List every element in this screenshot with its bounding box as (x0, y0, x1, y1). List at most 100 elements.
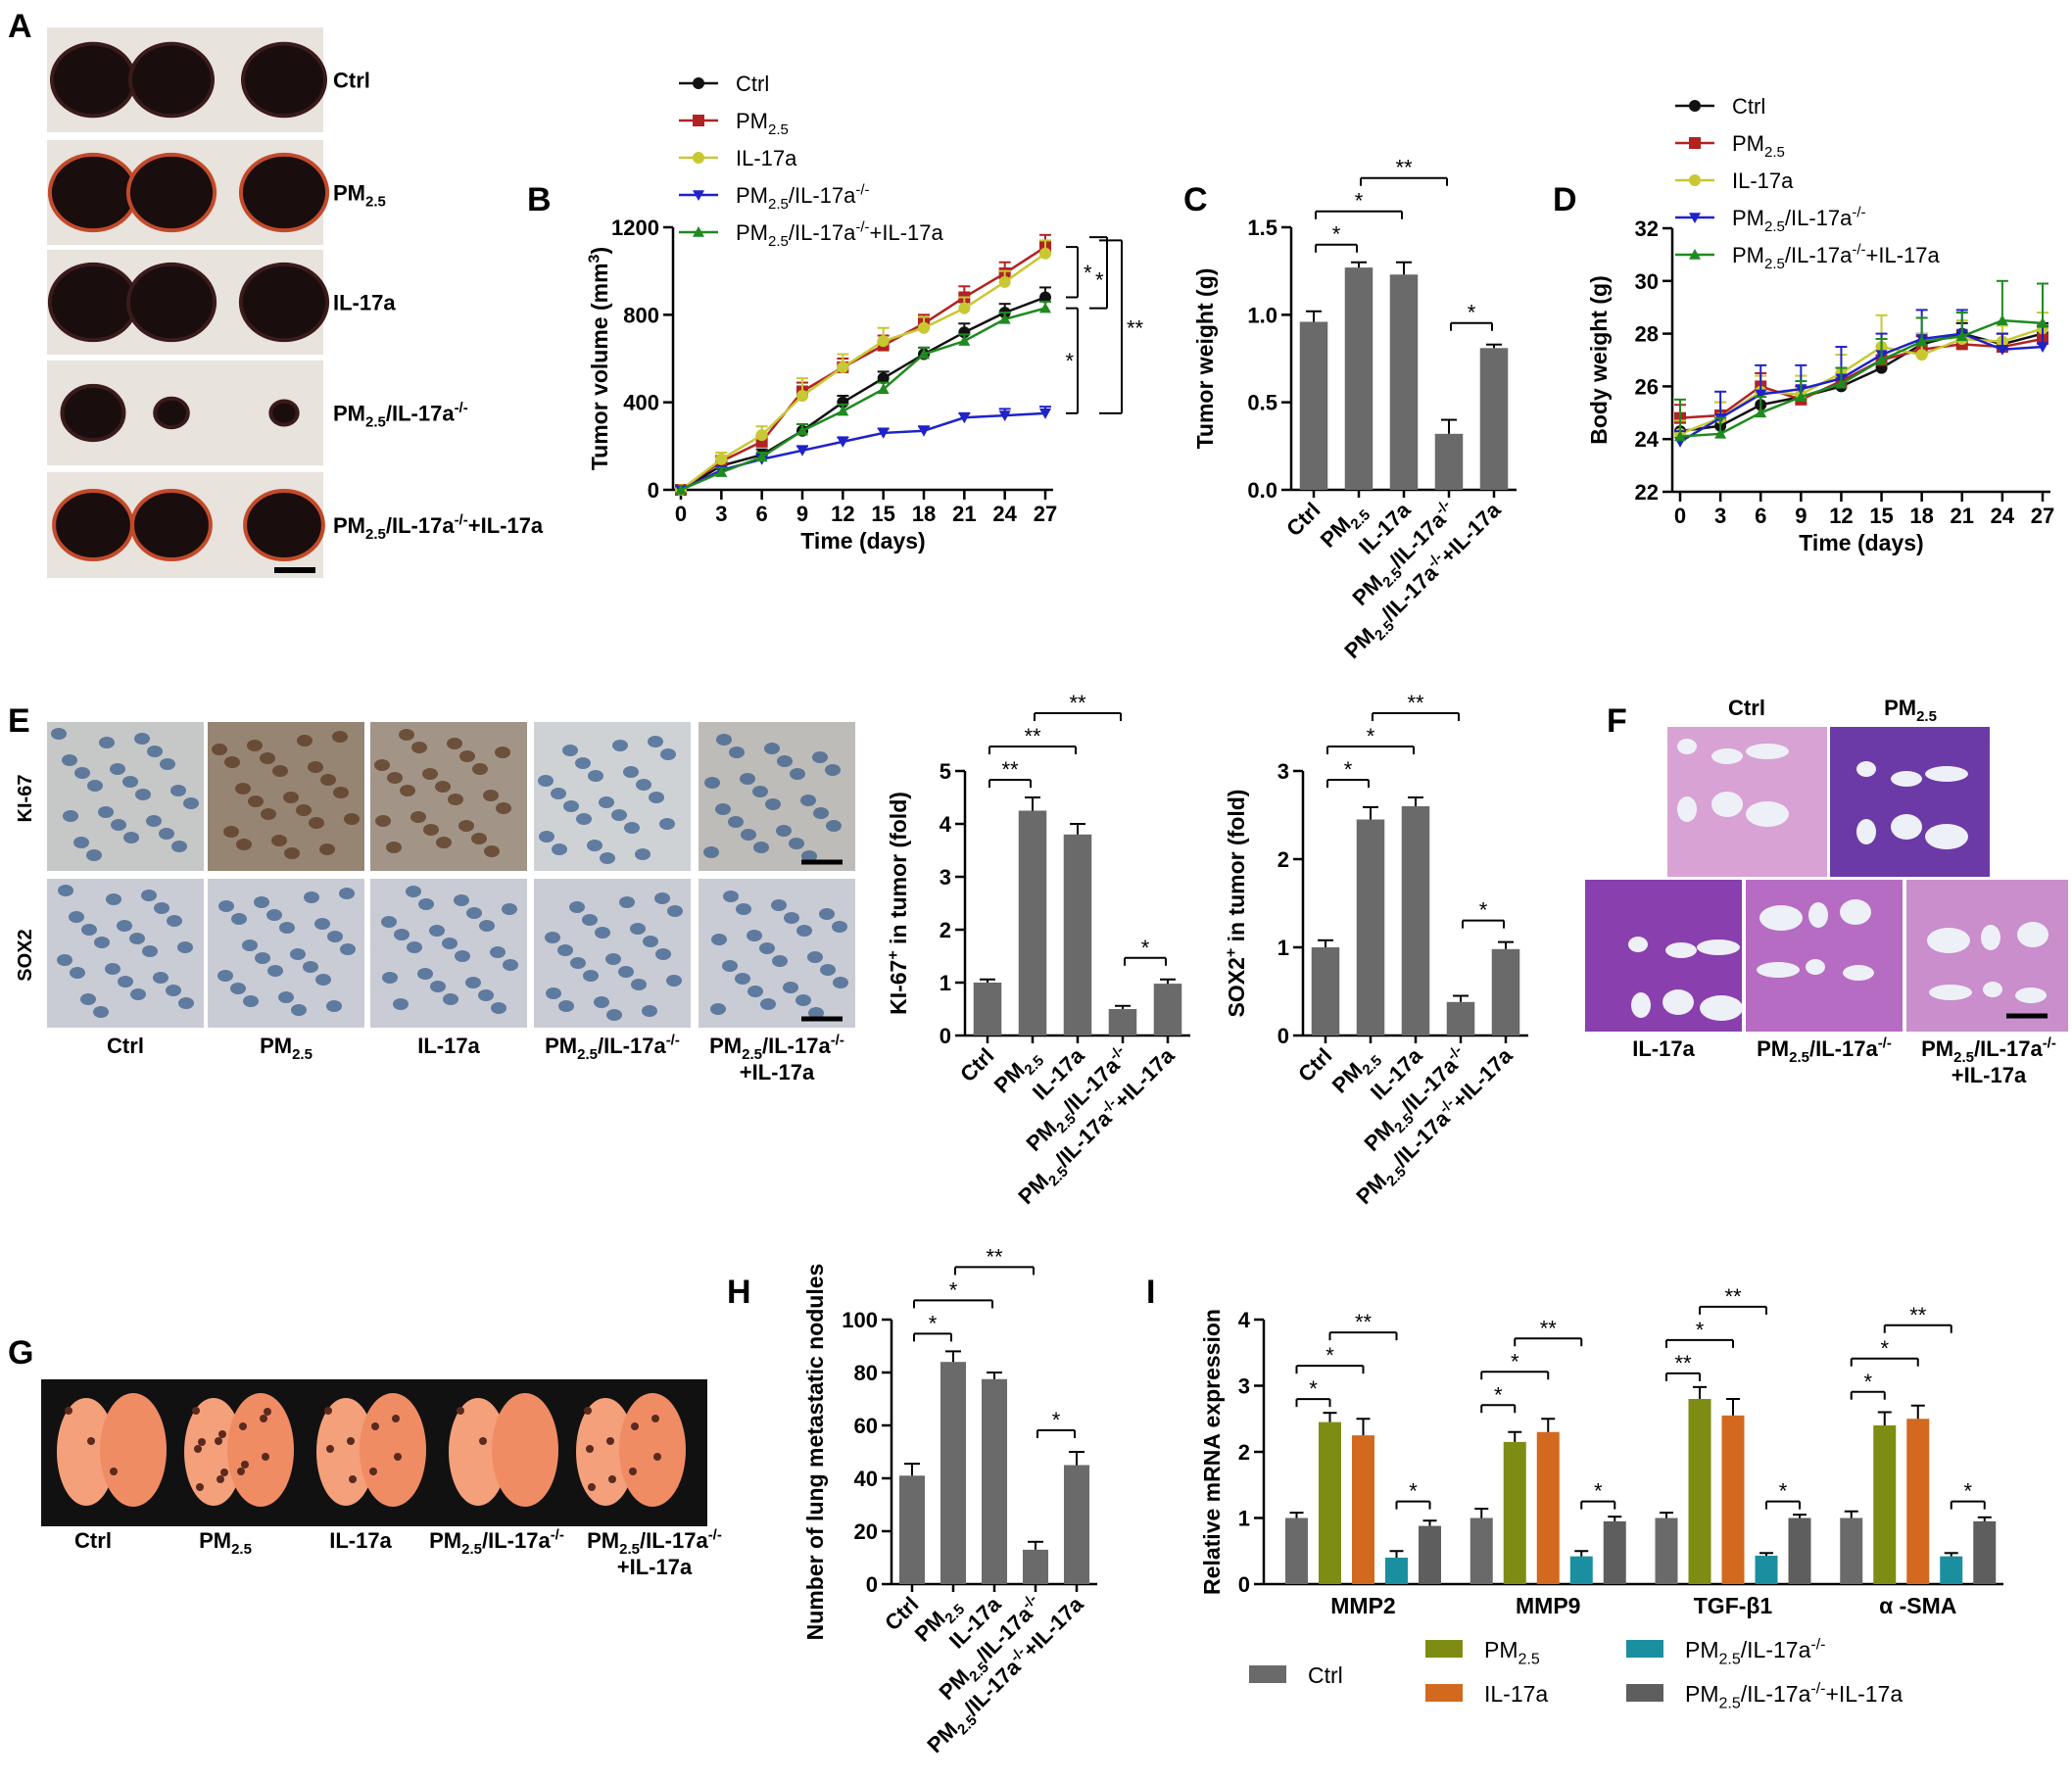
nodule (237, 1468, 245, 1475)
bar (1344, 267, 1373, 490)
cell-nucleus (795, 994, 811, 1006)
he-label: PM2.5/IL-17a-/- (1757, 1035, 1892, 1067)
label-part: -/- (1852, 205, 1865, 221)
label-part: /IL-17a (762, 1034, 831, 1058)
cell-nucleus (70, 967, 85, 979)
nodule (220, 1469, 228, 1476)
sig-label: * (949, 1277, 958, 1302)
label-part: /IL-17a (789, 183, 856, 208)
alveolus (1677, 739, 1697, 754)
label-part: + (1223, 948, 1239, 957)
y-tick-label: 0 (866, 1572, 878, 1597)
cell-nucleus (539, 831, 554, 843)
cell-nucleus (490, 946, 506, 958)
label-part: PM (333, 402, 365, 426)
marker (877, 383, 890, 395)
sig-label: ** (1127, 316, 1144, 341)
cell-nucleus (130, 988, 146, 1000)
cell-nucleus (800, 795, 816, 806)
bar (1356, 819, 1385, 1035)
label-part: /IL-17a (386, 402, 455, 426)
nodule (326, 1445, 334, 1453)
x-tick-label: 6 (756, 502, 768, 526)
label-part: SOX2 (1224, 957, 1249, 1017)
cell-nucleus (423, 824, 439, 836)
alveolus (1840, 899, 1871, 925)
alveolus (1700, 995, 1743, 1021)
cell-nucleus (594, 996, 609, 1008)
cell-nucleus (51, 728, 67, 740)
label-part: IL-17a (1732, 169, 1794, 193)
label-part: -/- (455, 512, 468, 529)
cell-nucleus (183, 797, 199, 809)
label-part: SOX2 (15, 929, 36, 981)
lung-lobe (360, 1393, 426, 1507)
series-1 (675, 233, 1051, 496)
marker (958, 302, 971, 314)
cell-nucleus (141, 890, 157, 901)
sig-label: * (1344, 757, 1353, 782)
label-part: PM (587, 1528, 619, 1553)
sig-label: * (929, 1311, 938, 1335)
cell-nucleus (723, 891, 739, 902)
label-part: Number of lung metastatic nodules (802, 1264, 828, 1641)
cell-nucleus (654, 892, 670, 904)
cell-nucleus (551, 788, 566, 799)
cell-nucleus (171, 841, 187, 852)
legend: CtrlPM2.5IL-17aPM2.5/IL-17a-/-PM2.5/IL-1… (1675, 94, 1941, 272)
cell-nucleus (666, 975, 682, 987)
bar (1491, 948, 1520, 1035)
nodule (479, 1437, 487, 1445)
cell-nucleus (496, 802, 511, 814)
panel-h-lung-nodules-chart: 020406080100CtrlPM2.5IL-17aPM2.5/IL-17a-… (802, 1244, 1097, 1758)
cell-nucleus (326, 1000, 342, 1012)
cell-nucleus (605, 953, 621, 965)
x-tick-label: 6 (1755, 504, 1766, 528)
sig-label: * (1479, 898, 1488, 923)
y-tick-label: 1 (1238, 1507, 1250, 1531)
label-part: Body weight (g) (1586, 275, 1612, 444)
nodule (631, 1422, 639, 1430)
cell-nucleus (503, 959, 518, 971)
label-part: -/- (666, 1033, 680, 1049)
y-tick-label: 1.0 (1247, 303, 1277, 327)
cell-nucleus (495, 747, 510, 758)
bar (1352, 1435, 1374, 1584)
bar (1063, 834, 1092, 1035)
label-part: -/- (1878, 1035, 1892, 1052)
series-line (680, 296, 1046, 492)
label-part: 2.5 (768, 121, 789, 138)
tumor-row-label: IL-17a (333, 291, 396, 315)
sig-label: * (1052, 1408, 1061, 1432)
sig-label: * (1065, 349, 1074, 373)
nodule (584, 1407, 592, 1415)
label-part: /IL-17a (1974, 1036, 2043, 1061)
cell-nucleus (224, 756, 240, 768)
label-part: 2.5 (292, 1046, 313, 1063)
y-tick-label: 60 (854, 1414, 878, 1438)
cell-nucleus (623, 766, 639, 778)
alveolus (1662, 989, 1694, 1015)
cell-nucleus (491, 1002, 506, 1014)
cell-nucleus (833, 977, 848, 988)
legend-swatch (1626, 1684, 1663, 1702)
he-label: PM2.5 (1884, 696, 1937, 725)
lung-label: PM2.5 (199, 1528, 252, 1558)
label-part: /IL-17a (1785, 206, 1853, 230)
y-tick-label: 32 (1635, 217, 1659, 241)
label-part: 2.5 (1916, 708, 1937, 725)
cell-nucleus (777, 755, 793, 767)
x-tick-label: 27 (1034, 502, 1057, 526)
panel-f-he-images: Ctrl PM2.5IL-17a PM2.5/IL-17a-/- PM2.5/IL-1… (1585, 696, 2068, 1087)
cell-nucleus (304, 891, 319, 903)
label-part: KI-67 (15, 775, 36, 823)
lung-lobe (492, 1393, 558, 1507)
legend-label: PM2.5/IL-17a-/- (1732, 205, 1866, 236)
cell-nucleus (728, 816, 744, 828)
y-tick-label: 100 (842, 1308, 878, 1332)
cell-nucleus (160, 758, 175, 770)
panel-a-tumor-photos: CtrlPM2.5IL-17aPM2.5/IL-17a-/-PM2.5/IL-1… (47, 27, 544, 578)
cell-nucleus (471, 833, 487, 844)
cell-nucleus (374, 759, 390, 771)
